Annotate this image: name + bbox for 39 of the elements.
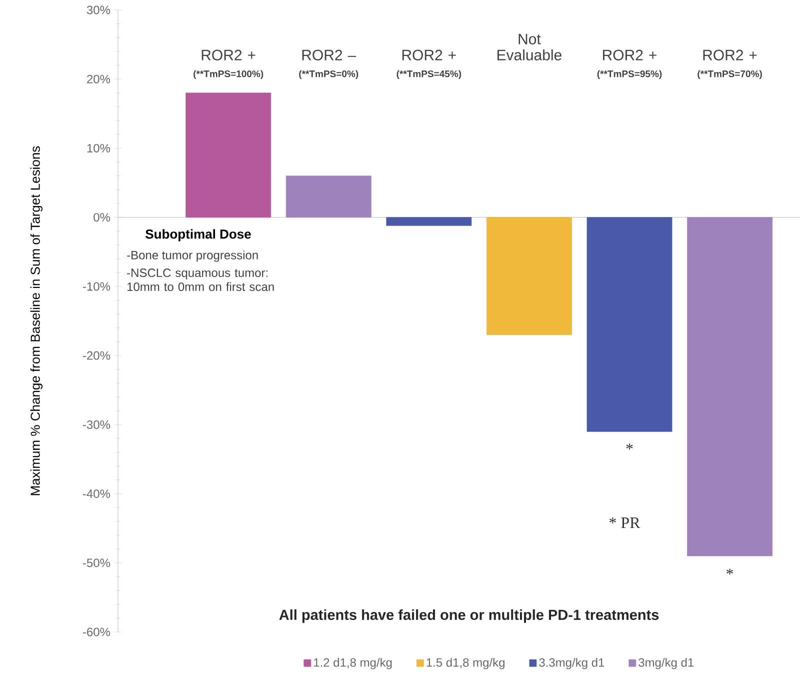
bar [687, 217, 772, 556]
annotation: * PR [609, 518, 640, 528]
x-tick-label: ROR2 – [302, 50, 356, 60]
bar [486, 217, 572, 336]
annotation: (**TmPS=100%) [194, 70, 264, 80]
annotation: All patients have failed one or multiple PD-1 treatments [279, 609, 659, 623]
y-tick-label: 10% [87, 144, 110, 152]
y-tick-label: -10% [82, 282, 110, 291]
x-tick-label: Not Evaluable [497, 34, 562, 60]
annotation: (**TmPS=45%) [396, 70, 462, 80]
annotation: (**TmPS=0%) [299, 70, 358, 80]
annotation: (**TmPS=70%) [698, 70, 762, 80]
bar [186, 92, 272, 218]
bar [286, 176, 372, 218]
y-tick-label: -50% [82, 558, 110, 568]
y-tick-label: -40% [82, 490, 110, 498]
bar [586, 217, 672, 432]
legend-label: 1.2 d1,8 mg/kg [314, 658, 392, 670]
y-tick-label: -30% [82, 420, 110, 429]
y-axis-title: Maximum % Change from Baseline in Sum of Target Lesions [30, 146, 42, 496]
x-tick-label: ROR2 + [603, 50, 656, 60]
legend-label: 3mg/kg d1 [638, 658, 694, 670]
annotation: (**TmPS=95%) [597, 70, 662, 80]
annotation: -Bone tumor progression [127, 250, 258, 262]
y-tick-label: 20% [87, 74, 110, 84]
y-tick-label: -60% [82, 628, 110, 636]
annotation: * [626, 444, 633, 450]
x-tick-label: ROR2 + [202, 50, 256, 60]
annotation: -NSCLC squamous tumor: 10mm to 0mm on first scan [127, 268, 274, 292]
y-tick-label: 0% [94, 213, 110, 222]
legend-label: 1.5 d1,8 mg/kg [426, 658, 504, 670]
x-tick-label: ROR2 + [402, 50, 456, 60]
x-tick-label: ROR2 + [703, 50, 757, 60]
annotation: * [726, 568, 734, 575]
y-tick-label: 30% [86, 6, 110, 14]
legend-label: 3.3mg/kg d1 [539, 658, 604, 670]
annotation: Suboptimal Dose [146, 229, 251, 242]
y-tick-label: -20% [82, 351, 110, 360]
bar [386, 217, 472, 226]
